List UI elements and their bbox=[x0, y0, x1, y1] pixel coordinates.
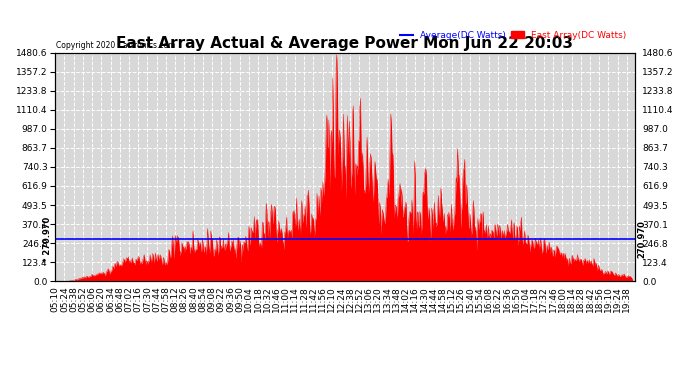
Title: East Array Actual & Average Power Mon Jun 22 20:03: East Array Actual & Average Power Mon Ju… bbox=[117, 36, 573, 51]
Legend: Average(DC Watts), East Array(DC Watts): Average(DC Watts), East Array(DC Watts) bbox=[396, 27, 630, 44]
Text: 270.970: 270.970 bbox=[638, 220, 647, 258]
Text: * 270.970: * 270.970 bbox=[43, 217, 52, 262]
Text: Copyright 2020 Cartronics.com: Copyright 2020 Cartronics.com bbox=[56, 41, 175, 50]
